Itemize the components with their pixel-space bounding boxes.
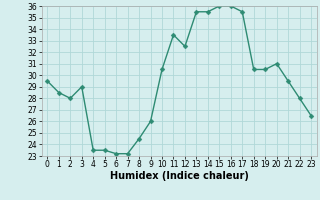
X-axis label: Humidex (Indice chaleur): Humidex (Indice chaleur) — [110, 171, 249, 181]
